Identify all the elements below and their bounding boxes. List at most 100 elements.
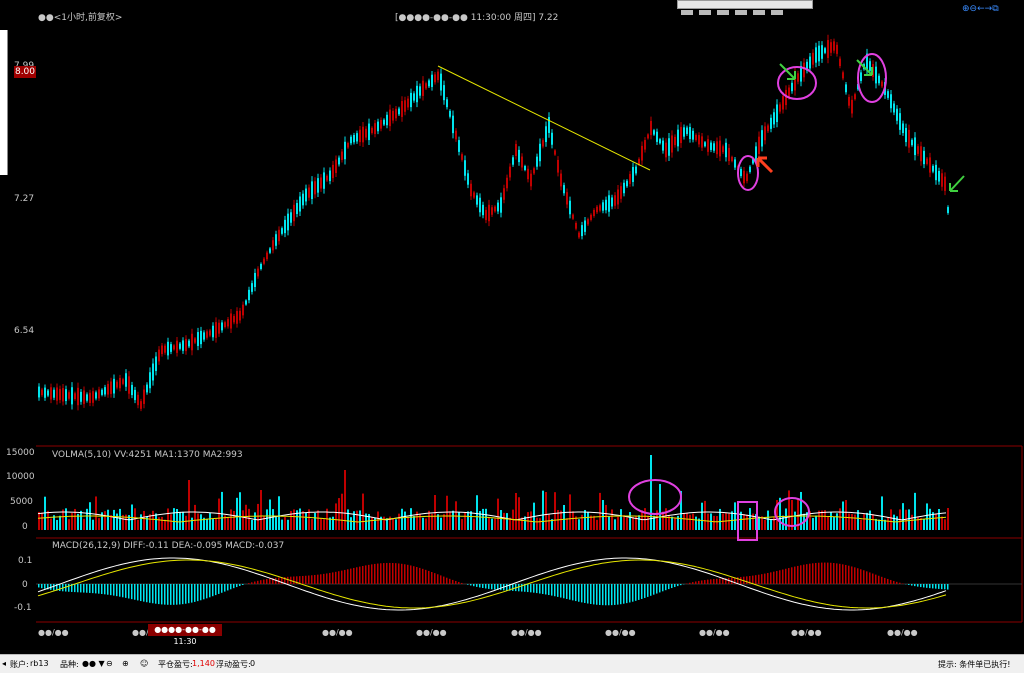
candle-body [338,158,340,165]
macd-bar [182,584,184,604]
macd-bar [434,573,436,584]
candle-body [494,207,496,212]
candle-body [938,171,940,182]
volume-bar [473,519,475,530]
macd-bar [677,584,679,586]
candle-body [536,157,538,167]
status-menu-icon[interactable]: ◂ [2,659,6,668]
macd-bar [440,575,442,584]
volume-bar [545,492,547,530]
volume-bar [170,514,172,530]
volume-bar [317,510,319,530]
face-icon[interactable]: ☺ [140,659,148,668]
volume-bar [620,509,622,530]
volume-bar [944,519,946,530]
candle-body [107,384,109,395]
candle-body [440,74,442,91]
macd-bar [926,584,928,588]
volume-bar [659,484,661,530]
volume-bar [467,511,469,530]
volume-bar [347,509,349,530]
macd-bar [404,564,406,584]
candle-body [527,169,529,179]
volume-bar [935,514,937,530]
candle-body [326,176,328,181]
volume-bar [926,503,928,530]
volume-bar [95,496,97,530]
annotation-circle[interactable] [778,67,816,99]
candle-body [464,160,466,176]
volume-bar [686,513,688,530]
candle-body [392,111,394,121]
trend-line[interactable] [438,66,650,170]
macd-bar [566,584,568,599]
candle-body [725,143,727,157]
plus-icon[interactable]: ⊕ [122,659,129,668]
volume-bar [143,511,145,530]
macd-bar [323,574,325,584]
volume-bar [311,519,313,530]
volume-bar [626,518,628,530]
volume-bar [359,510,361,530]
volume-bar [887,517,889,530]
candle-body [557,160,559,173]
macd-bar [413,566,415,584]
macd-bar [398,563,400,584]
macd-bar [890,580,892,584]
candle-body [692,131,694,140]
candle-body [203,332,205,339]
macd-bar [521,584,523,592]
macd-bar [893,581,895,584]
candle-body [344,142,346,159]
annotation-circle[interactable] [858,54,886,102]
candle-body [599,205,601,210]
candle-body [185,339,187,351]
macd-bar [845,565,847,584]
candle-body [503,188,505,200]
macd-bar [572,584,574,600]
candle-body [698,135,700,144]
candle-body [182,340,184,350]
candle-body [260,264,262,269]
volume-bar [845,500,847,530]
macd-bar [662,584,664,591]
candle-body [569,201,571,215]
candle-body [611,197,613,206]
candle-body [119,378,121,388]
candle-body [524,166,526,170]
candle-body [689,127,691,139]
macd-bar [527,584,529,592]
volume-bar [356,511,358,530]
candle-body [716,141,718,154]
variety-select[interactable]: ●● ▼ [82,659,105,668]
volume-bar [50,519,52,530]
account-select[interactable]: rb13 [30,659,49,668]
candle-body [500,197,502,212]
volume-bar [713,516,715,530]
minus-icon[interactable]: ⊖ [106,659,113,668]
annotation-circle[interactable] [629,480,681,514]
volume-bar [614,519,616,530]
candle-body [719,141,721,157]
kline-chart[interactable] [0,0,1024,654]
candle-body [281,228,283,234]
volume-bar [161,517,163,530]
candle-body [479,198,481,213]
candle-body [269,248,271,252]
candle-body [122,379,124,384]
volume-bar [62,510,64,530]
macd-bar [380,563,382,584]
volume-bar [767,511,769,530]
macd-bar [410,565,412,584]
candle-body [581,225,583,236]
candle-body [851,100,853,114]
candle-body [407,99,409,108]
candle-body [227,319,229,326]
macd-bar [377,564,379,584]
macd-bar [929,584,931,588]
macd-bar [374,564,376,584]
candle-body [761,130,763,146]
volume-bar [734,502,736,530]
volume-bar [773,517,775,530]
volume-bar [743,514,745,530]
